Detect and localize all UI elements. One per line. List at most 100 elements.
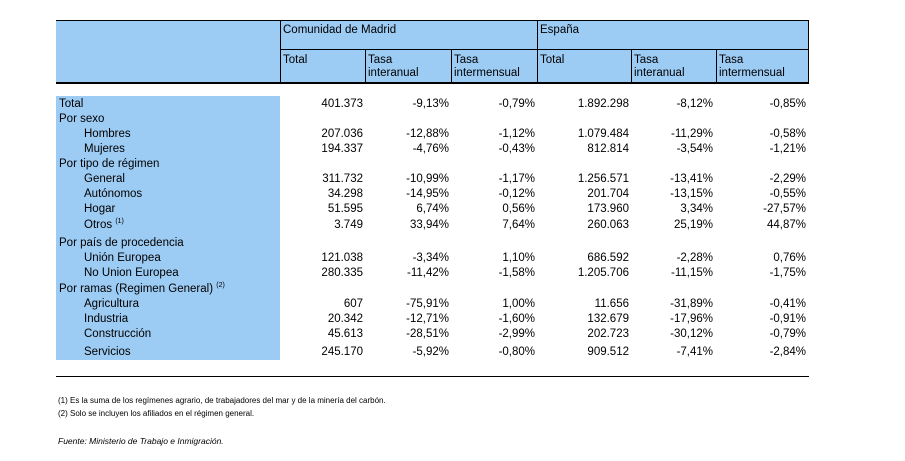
table-cell: 1,10% xyxy=(502,252,535,264)
table-cell: -4,76% xyxy=(412,143,449,155)
table-cell: -13,15% xyxy=(670,188,713,200)
table-cell: 812.814 xyxy=(587,143,629,155)
table-cell: -1,58% xyxy=(498,267,535,279)
column-header-total-madrid: Total xyxy=(283,54,308,66)
header-mid-rule xyxy=(281,49,809,50)
header-col-block-5 xyxy=(632,50,716,82)
section-label: Por ramas (Regimen General) (2) xyxy=(59,282,225,296)
section-label: Por país de procedencia xyxy=(59,236,184,250)
table-cell: -0,79% xyxy=(498,98,535,110)
row-label-text: Autónomos xyxy=(84,188,143,200)
row-label-text: Construcción xyxy=(84,328,152,340)
row-label: Otros (1) xyxy=(84,218,124,232)
table-cell: -1,12% xyxy=(498,128,535,140)
table-cell: 7,64% xyxy=(502,219,535,231)
table-cell: 34.298 xyxy=(327,188,363,200)
table-cell: 25,19% xyxy=(673,219,713,231)
table-cell: -1,21% xyxy=(769,143,806,155)
footnote-1: (1) Es la suma de los regímenes agrario,… xyxy=(58,396,386,405)
row-label-text: Otros xyxy=(84,219,113,231)
header-divider xyxy=(716,49,717,83)
table-cell: -2,28% xyxy=(676,252,713,264)
row-label: Construcción xyxy=(84,327,151,341)
table-cell: -2,99% xyxy=(498,328,535,340)
table-cell: -13,41% xyxy=(670,173,713,185)
row-label: Autónomos xyxy=(84,187,142,201)
table-cell: 245.170 xyxy=(321,346,363,358)
table-cell: 280.335 xyxy=(321,267,363,279)
table-cell: -0,91% xyxy=(769,313,806,325)
row-label: Unión Europea xyxy=(84,251,161,265)
table-cell: 1,00% xyxy=(502,298,535,310)
table-cell: 3.749 xyxy=(334,219,363,231)
table-cell: 207.036 xyxy=(321,128,363,140)
table-cell: -30,12% xyxy=(670,328,713,340)
table-cell: -11,15% xyxy=(671,267,713,279)
header-divider xyxy=(537,20,538,83)
row-label-text: Por ramas (Regimen General) xyxy=(59,283,214,295)
section-label: Total xyxy=(59,97,83,111)
header-madrid-block xyxy=(281,21,537,49)
table-cell: -1,60% xyxy=(498,313,535,325)
table-cell: 121.038 xyxy=(321,252,363,264)
header-col-block-6 xyxy=(717,50,808,82)
table-cell: 44,87% xyxy=(766,219,806,231)
header-divider xyxy=(808,20,809,83)
table-cell: -0,43% xyxy=(498,143,535,155)
header-divider xyxy=(631,49,632,83)
row-label: Hombres xyxy=(84,127,131,141)
row-label-text: Industria xyxy=(84,313,129,325)
table-cell: -5,92% xyxy=(412,346,449,358)
table-cell: -1,75% xyxy=(769,267,806,279)
table-cell: -12,88% xyxy=(406,128,449,140)
header-label-block xyxy=(56,21,280,82)
header-bottom-rule xyxy=(56,82,809,84)
table-bottom-rule xyxy=(56,376,809,377)
table-cell: -31,89% xyxy=(670,298,713,310)
table-cell: 6,74% xyxy=(416,203,449,215)
row-label: Industria xyxy=(84,312,128,326)
table-cell: 202.723 xyxy=(587,328,629,340)
table-cell: 401.373 xyxy=(321,98,363,110)
table-cell: 260.063 xyxy=(587,219,629,231)
section-label: Por sexo xyxy=(59,112,104,126)
table-cell: 132.679 xyxy=(587,313,629,325)
table-cell: -0,41% xyxy=(769,298,806,310)
table-cell: -2,84% xyxy=(769,346,806,358)
table-cell: -0,79% xyxy=(769,328,806,340)
row-label-text: No Union Europea xyxy=(84,267,179,279)
column-header-total-espana: Total xyxy=(540,54,565,66)
header-col-block-4 xyxy=(538,50,631,82)
table-cell: 607 xyxy=(343,298,363,310)
row-label-column xyxy=(56,96,280,360)
section-label: Por tipo de régimen xyxy=(59,157,159,171)
table-cell: -8,12% xyxy=(676,98,713,110)
header-espana-block xyxy=(538,21,808,49)
table-cell: -2,29% xyxy=(769,173,806,185)
header-divider xyxy=(280,20,281,83)
row-label-text: Hogar xyxy=(84,203,116,215)
group-header-madrid: Comunidad de Madrid xyxy=(283,24,397,36)
table-cell: 0,76% xyxy=(773,252,806,264)
row-label: Agricultura xyxy=(84,297,139,311)
table-cell: -0,58% xyxy=(769,128,806,140)
row-label-text: Agricultura xyxy=(84,298,139,310)
table-cell: -12,71% xyxy=(406,313,449,325)
row-label: Servicios xyxy=(84,345,131,359)
table-cell: -75,91% xyxy=(406,298,449,310)
row-label-text: Mujeres xyxy=(84,143,125,155)
table-cell: -27,57% xyxy=(763,203,806,215)
table-cell: 1.892.298 xyxy=(577,98,629,110)
row-label: Mujeres xyxy=(84,142,125,156)
table-cell: -0,85% xyxy=(769,98,806,110)
table-cell: 173.960 xyxy=(587,203,629,215)
row-label-text: Por sexo xyxy=(59,113,105,125)
table-cell: -1,17% xyxy=(498,173,535,185)
table-cell: -11,42% xyxy=(407,267,449,279)
table-cell: 201.704 xyxy=(587,188,629,200)
header-col-block-1 xyxy=(281,50,365,82)
table-cell: -11,29% xyxy=(671,128,713,140)
table-cell: 1.256.571 xyxy=(577,173,629,185)
table-cell: -28,51% xyxy=(406,328,449,340)
footnote-marker: (2) xyxy=(216,282,225,290)
